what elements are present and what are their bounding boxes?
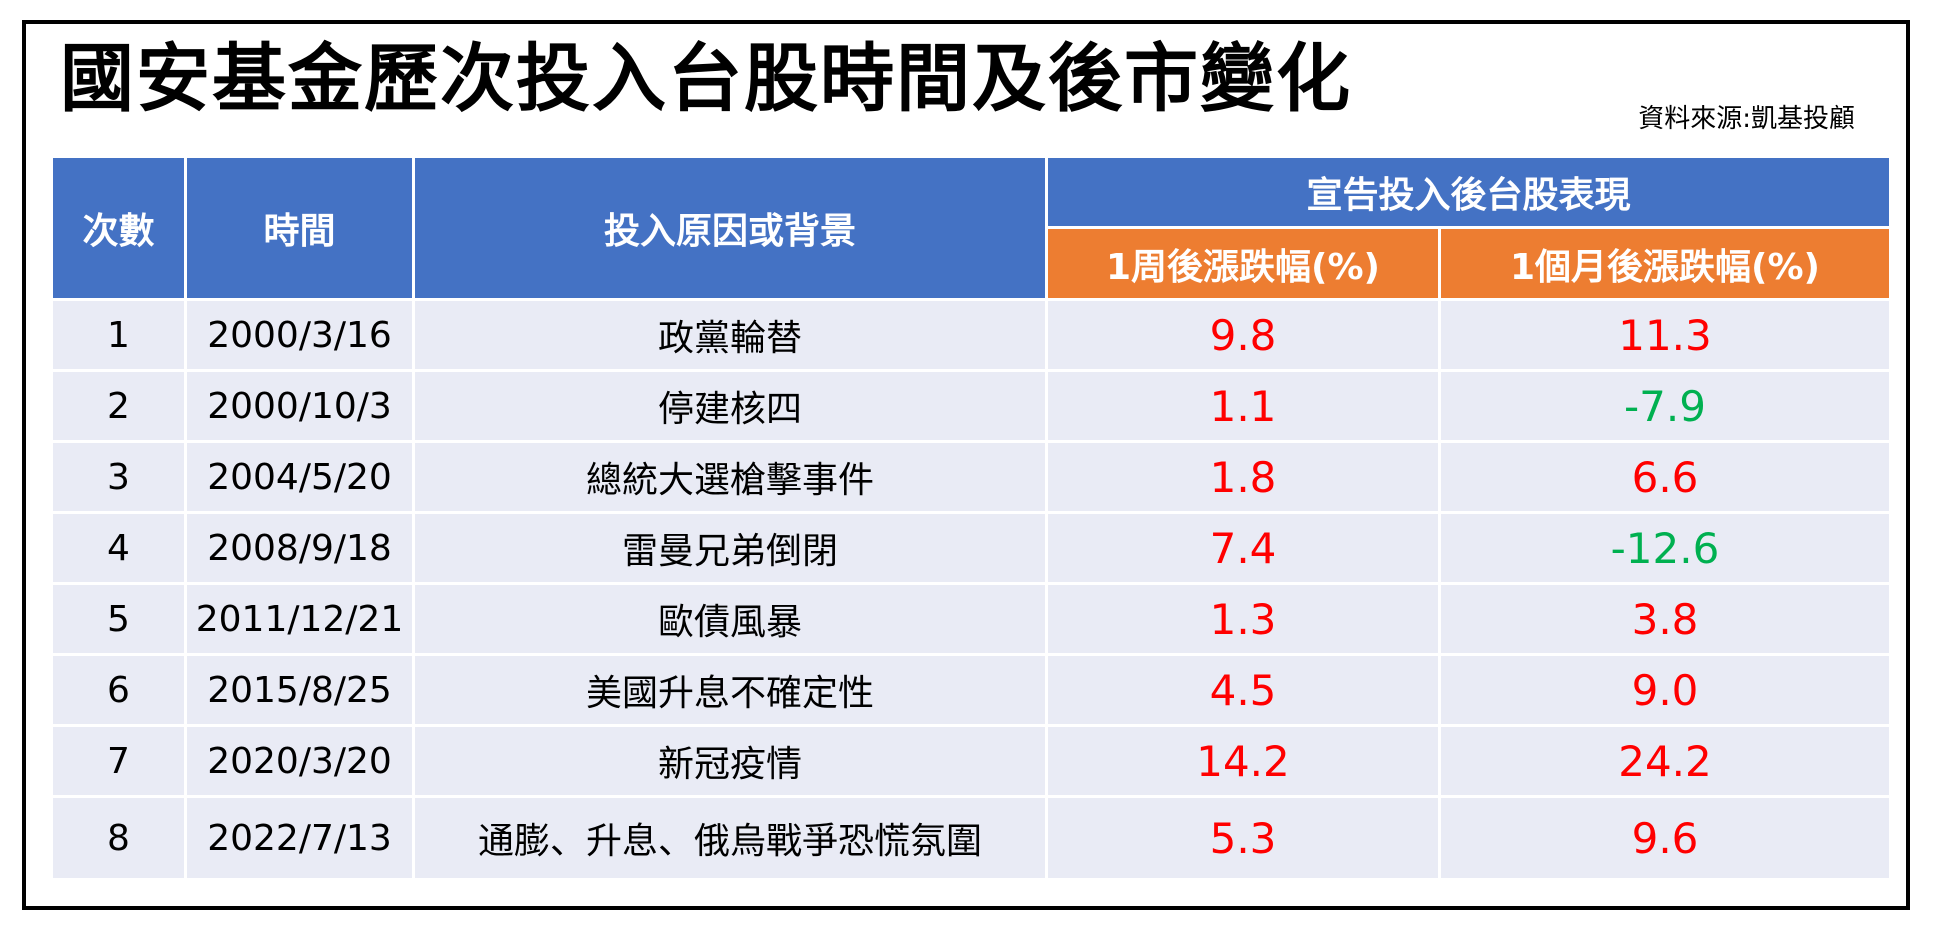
header-week-change: 1周後漲跌幅(%) xyxy=(1048,229,1438,298)
header-month-change: 1個月後漲跌幅(%) xyxy=(1441,229,1889,298)
cell-date: 2015/8/25 xyxy=(187,656,412,724)
header-reason: 投入原因或背景 xyxy=(415,158,1045,298)
cell-date: 2004/5/20 xyxy=(187,443,412,511)
data-table: 次數 時間 投入原因或背景 宣告投入後台股表現 1周後漲跌幅(%) 1個月後漲跌… xyxy=(50,155,1892,881)
cell-week-change: 4.5 xyxy=(1048,656,1438,724)
page-title: 國安基金歷次投入台股時間及後市變化 xyxy=(60,36,1352,122)
header-date: 時間 xyxy=(187,158,412,298)
cell-month-change: 11.3 xyxy=(1441,301,1889,369)
cell-date: 2008/9/18 xyxy=(187,514,412,582)
table-row: 6 2015/8/25 美國升息不確定性 4.5 9.0 xyxy=(53,656,1889,724)
cell-count: 3 xyxy=(53,443,184,511)
table-row: 3 2004/5/20 總統大選槍擊事件 1.8 6.6 xyxy=(53,443,1889,511)
cell-week-change: 14.2 xyxy=(1048,727,1438,795)
cell-month-change: 9.6 xyxy=(1441,798,1889,878)
cell-count: 6 xyxy=(53,656,184,724)
header-performance: 宣告投入後台股表現 xyxy=(1048,158,1889,226)
cell-count: 8 xyxy=(53,798,184,878)
cell-count: 4 xyxy=(53,514,184,582)
cell-count: 2 xyxy=(53,372,184,440)
cell-date: 2020/3/20 xyxy=(187,727,412,795)
cell-week-change: 1.1 xyxy=(1048,372,1438,440)
table-row: 2 2000/10/3 停建核四 1.1 -7.9 xyxy=(53,372,1889,440)
cell-date: 2011/12/21 xyxy=(187,585,412,653)
cell-reason: 雷曼兄弟倒閉 xyxy=(415,514,1045,582)
cell-reason: 美國升息不確定性 xyxy=(415,656,1045,724)
cell-week-change: 9.8 xyxy=(1048,301,1438,369)
cell-date: 2000/10/3 xyxy=(187,372,412,440)
cell-count: 7 xyxy=(53,727,184,795)
table-row: 8 2022/7/13 通膨、升息、俄烏戰爭恐慌氛圍 5.3 9.6 xyxy=(53,798,1889,878)
cell-month-change: -12.6 xyxy=(1441,514,1889,582)
table-row: 5 2011/12/21 歐債風暴 1.3 3.8 xyxy=(53,585,1889,653)
cell-reason: 停建核四 xyxy=(415,372,1045,440)
cell-reason: 歐債風暴 xyxy=(415,585,1045,653)
cell-month-change: 9.0 xyxy=(1441,656,1889,724)
cell-week-change: 5.3 xyxy=(1048,798,1438,878)
table-row: 7 2020/3/20 新冠疫情 14.2 24.2 xyxy=(53,727,1889,795)
cell-week-change: 1.8 xyxy=(1048,443,1438,511)
cell-week-change: 1.3 xyxy=(1048,585,1438,653)
cell-reason: 通膨、升息、俄烏戰爭恐慌氛圍 xyxy=(415,798,1045,878)
table-row: 1 2000/3/16 政黨輪替 9.8 11.3 xyxy=(53,301,1889,369)
cell-reason: 總統大選槍擊事件 xyxy=(415,443,1045,511)
cell-date: 2022/7/13 xyxy=(187,798,412,878)
header-count: 次數 xyxy=(53,158,184,298)
cell-month-change: 6.6 xyxy=(1441,443,1889,511)
cell-month-change: 3.8 xyxy=(1441,585,1889,653)
cell-week-change: 7.4 xyxy=(1048,514,1438,582)
cell-month-change: -7.9 xyxy=(1441,372,1889,440)
table-row: 4 2008/9/18 雷曼兄弟倒閉 7.4 -12.6 xyxy=(53,514,1889,582)
cell-count: 5 xyxy=(53,585,184,653)
source-note: 資料來源:凱基投顧 xyxy=(1638,104,1855,134)
cell-reason: 新冠疫情 xyxy=(415,727,1045,795)
cell-reason: 政黨輪替 xyxy=(415,301,1045,369)
table-body: 1 2000/3/16 政黨輪替 9.8 11.3 2 2000/10/3 停建核四 1.1 -7… xyxy=(53,301,1889,878)
cell-month-change: 24.2 xyxy=(1441,727,1889,795)
cell-count: 1 xyxy=(53,301,184,369)
cell-date: 2000/3/16 xyxy=(187,301,412,369)
